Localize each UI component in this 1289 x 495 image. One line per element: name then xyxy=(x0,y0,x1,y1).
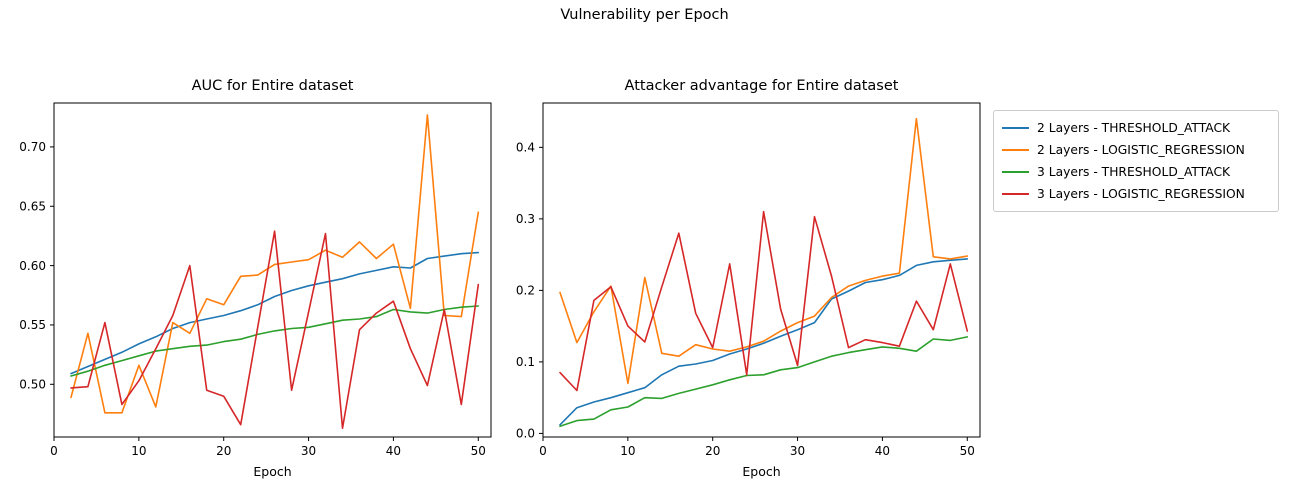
y-tick-label: 0.2 xyxy=(516,284,535,298)
subplot-auc-xlabel: Epoch xyxy=(253,464,292,479)
legend-line-sample xyxy=(1002,127,1029,129)
legend-line-sample xyxy=(1002,193,1029,195)
y-tick-label: 0.70 xyxy=(19,140,46,154)
y-tick-label: 0.65 xyxy=(19,199,46,213)
x-tick-label: 10 xyxy=(620,444,635,458)
x-tick-label: 50 xyxy=(471,444,486,458)
series-line xyxy=(70,305,480,377)
legend-entry-label: 2 Layers - THRESHOLD_ATTACK xyxy=(1037,121,1231,135)
x-tick-label: 30 xyxy=(301,444,316,458)
legend-line-sample xyxy=(1002,171,1029,173)
series-line xyxy=(70,251,480,375)
series-line xyxy=(70,230,480,430)
axes-frame xyxy=(53,102,492,438)
x-tick-label: 40 xyxy=(386,444,401,458)
legend-entry-label: 3 Layers - LOGISTIC_REGRESSION xyxy=(1037,187,1245,201)
series-line xyxy=(559,336,969,428)
series-line xyxy=(559,117,969,385)
y-tick-label: 0.4 xyxy=(516,141,535,155)
x-tick-label: 30 xyxy=(790,444,805,458)
subplot-advantage-xlabel: Epoch xyxy=(742,464,781,479)
legend-line-sample xyxy=(1002,149,1029,151)
legend: 2 Layers - THRESHOLD_ATTACK 2 Layers - LO… xyxy=(993,110,1279,212)
series-line xyxy=(559,258,969,426)
y-tick-label: 0.0 xyxy=(516,427,535,441)
y-tick-label: 0.1 xyxy=(516,355,535,369)
legend-entry-label: 2 Layers - LOGISTIC_REGRESSION xyxy=(1037,143,1245,157)
y-tick-label: 0.3 xyxy=(516,212,535,226)
legend-entry: 2 Layers - LOGISTIC_REGRESSION xyxy=(1002,139,1268,161)
x-tick-label: 0 xyxy=(539,444,547,458)
legend-entry: 3 Layers - THRESHOLD_ATTACK xyxy=(1002,161,1268,183)
x-tick-label: 40 xyxy=(875,444,890,458)
x-tick-label: 50 xyxy=(960,444,975,458)
y-tick-label: 0.55 xyxy=(19,318,46,332)
figure-title: Vulnerability per Epoch xyxy=(560,7,729,23)
legend-entry: 2 Layers - THRESHOLD_ATTACK xyxy=(1002,117,1268,139)
subplot-advantage-title: Attacker advantage for Entire dataset xyxy=(624,78,899,94)
x-tick-label: 10 xyxy=(131,444,146,458)
x-tick-label: 20 xyxy=(216,444,231,458)
subplot-auc-title: AUC for Entire dataset xyxy=(191,78,354,94)
legend-entry-label: 3 Layers - THRESHOLD_ATTACK xyxy=(1037,165,1231,179)
series-line xyxy=(559,210,969,392)
x-tick-label: 20 xyxy=(705,444,720,458)
legend-entry: 3 Layers - LOGISTIC_REGRESSION xyxy=(1002,183,1268,205)
x-tick-label: 0 xyxy=(50,444,58,458)
y-tick-label: 0.60 xyxy=(19,259,46,273)
y-tick-label: 0.50 xyxy=(19,378,46,392)
axes-frame xyxy=(542,102,981,438)
series-line xyxy=(70,114,480,414)
